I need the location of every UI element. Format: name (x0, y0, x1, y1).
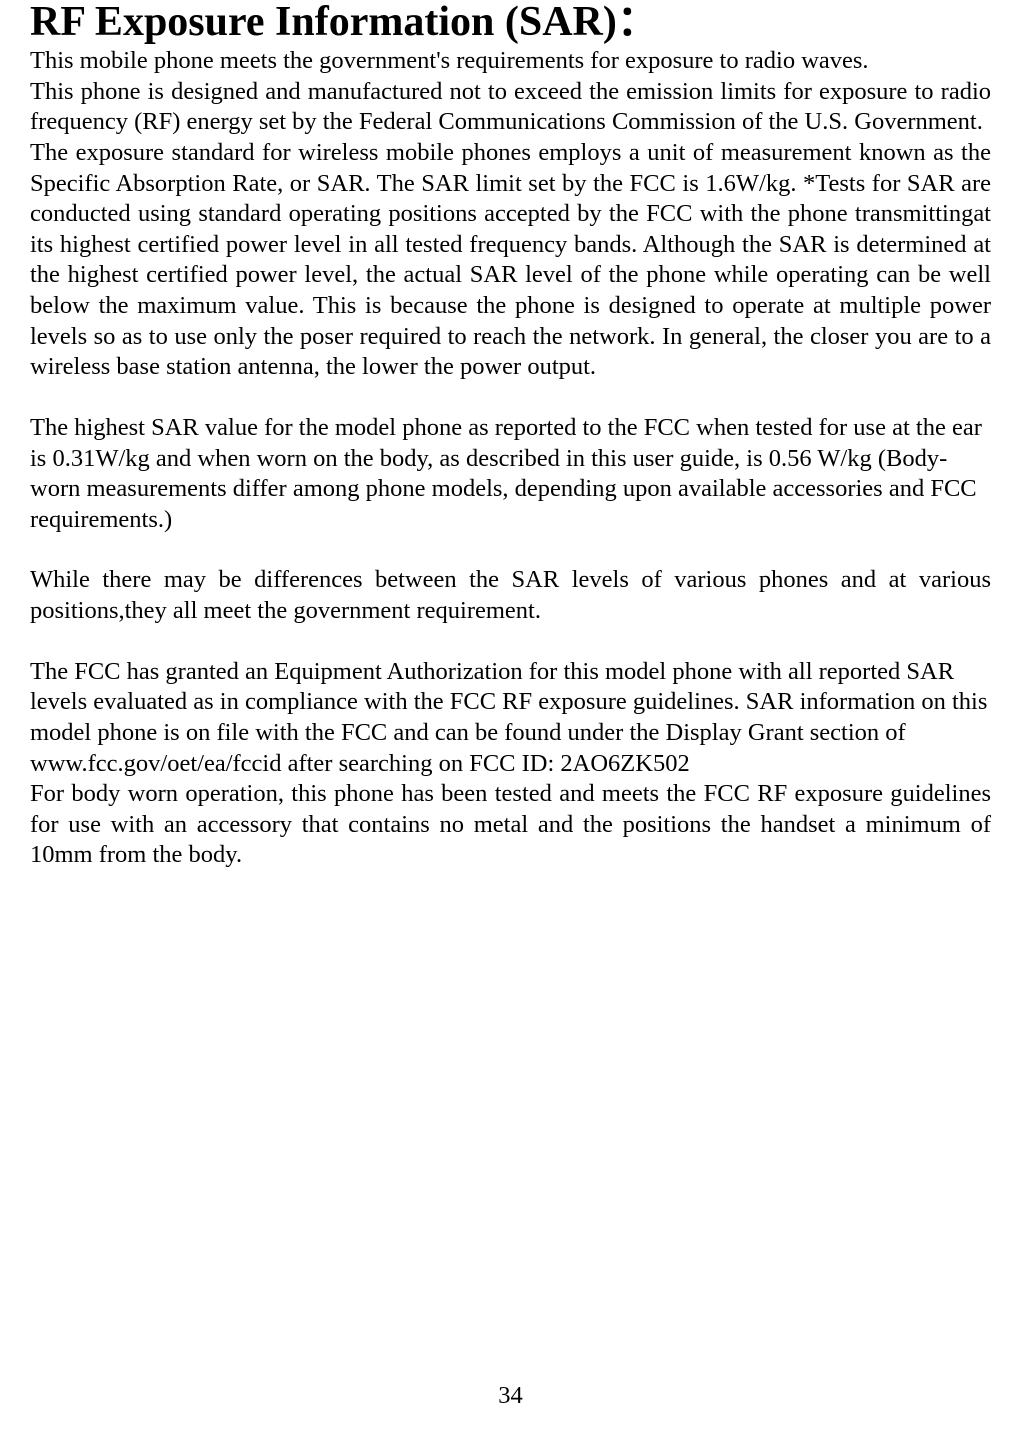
paragraph-7: For body worn operation, this phone has … (30, 779, 991, 871)
paragraph-1: This mobile phone meets the government's… (30, 46, 991, 77)
paragraph-4: The highest SAR value for the model phon… (30, 413, 991, 536)
paragraph-spacer (30, 627, 991, 657)
paragraph-5: While there may be differences between t… (30, 565, 991, 626)
page-title: RF Exposure Information (SAR)： (30, 0, 991, 44)
paragraph-spacer (30, 383, 991, 413)
paragraph-2: This phone is designed and manufactured … (30, 77, 991, 138)
paragraph-spacer (30, 535, 991, 565)
paragraph-3: The exposure standard for wireless mobil… (30, 138, 991, 383)
paragraph-6: The FCC has granted an Equipment Authori… (30, 657, 991, 780)
page-number: 34 (30, 1382, 991, 1410)
document-page: RF Exposure Information (SAR)： This mobi… (30, 0, 991, 1432)
